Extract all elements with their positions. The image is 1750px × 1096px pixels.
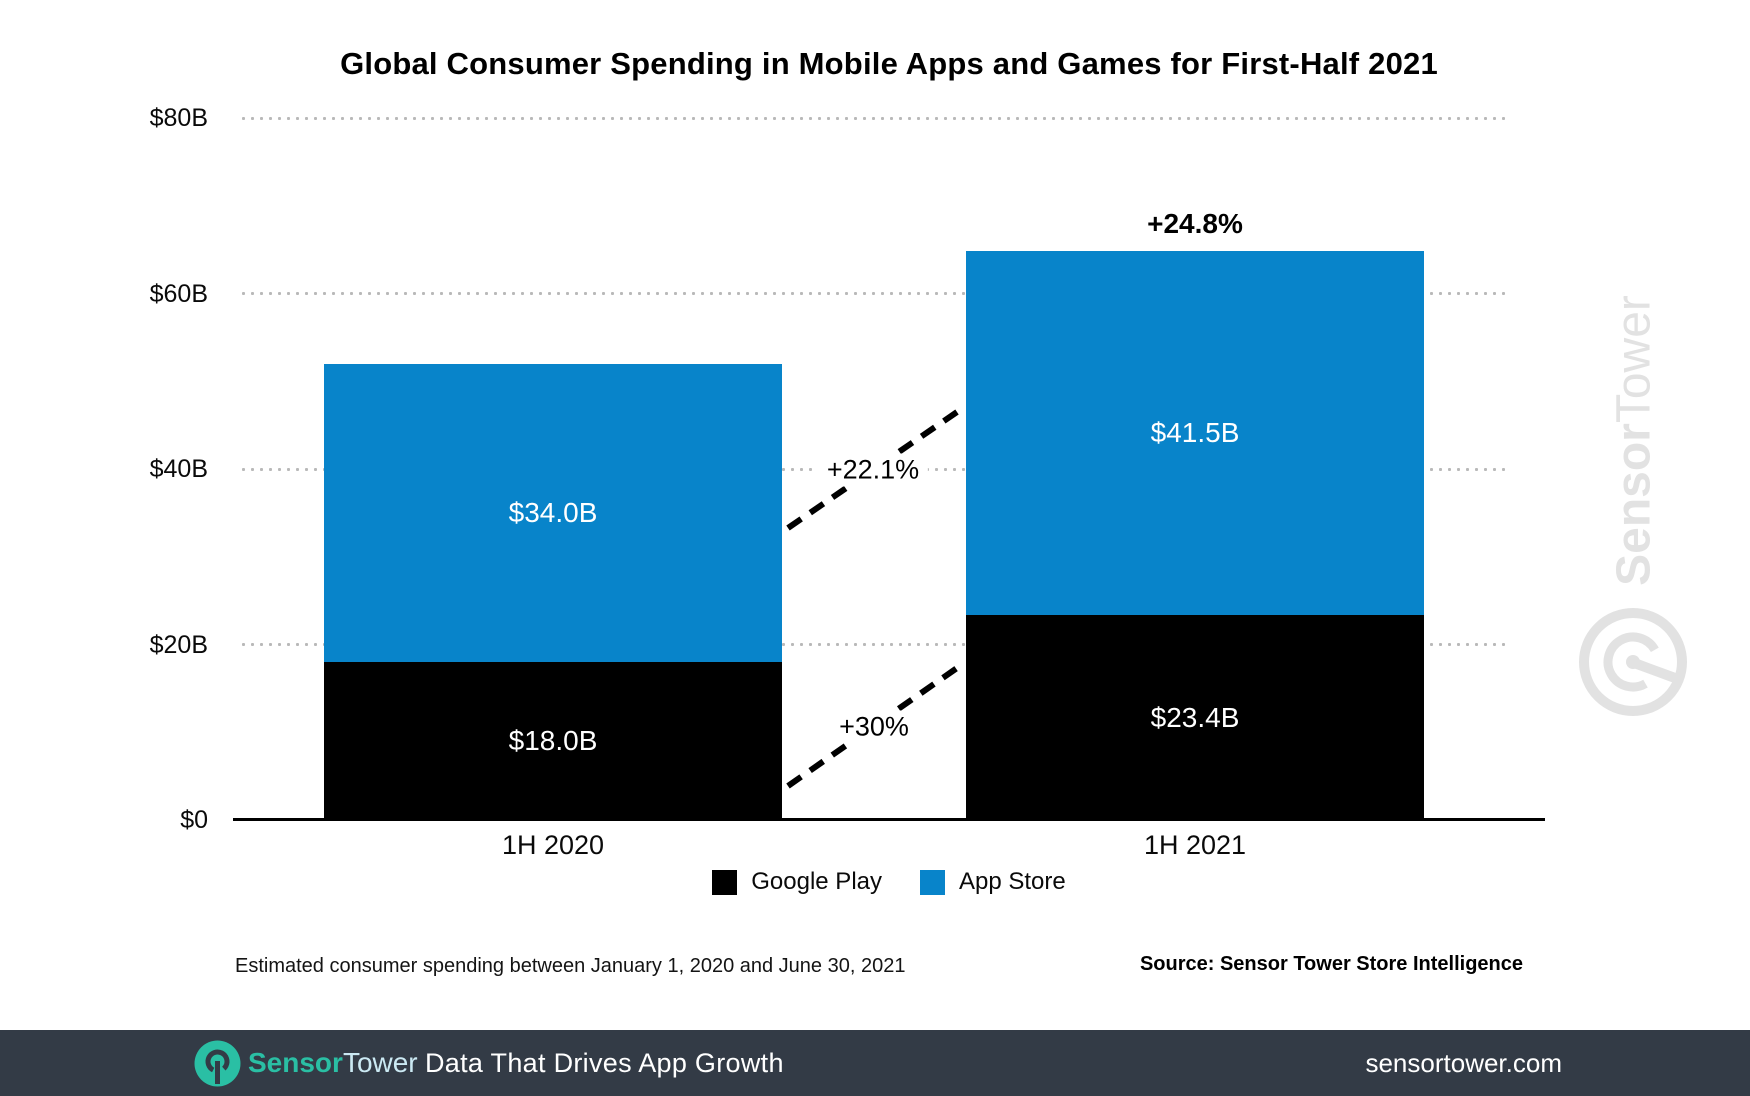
bar-1h2020-app-store-segment: $34.0B: [324, 364, 782, 662]
watermark-brand-second: Tower: [1607, 295, 1661, 424]
app-store-growth-label: +22.1%: [817, 453, 929, 487]
app-store-swatch-icon: [920, 869, 945, 895]
total-growth-label: +24.8%: [1147, 208, 1243, 239]
sensortower-logo-watermark-icon: [1579, 608, 1687, 716]
footer-brand-second: Tower: [342, 1047, 418, 1078]
bar-1h2021-google-play-value: $23.4B: [1150, 701, 1240, 733]
footer-brand-first: Sensor: [248, 1047, 343, 1078]
estimate-footnote: Estimated consumer spending between Janu…: [235, 955, 906, 977]
google-play-growth-line: [786, 665, 959, 789]
bar-1h2021-app-store-segment: $41.5B: [966, 251, 1424, 615]
sensortower-watermark-text: SensorTower: [1607, 276, 1662, 606]
google-play-growth-label: +30%: [830, 710, 918, 744]
y-tick-40b: $40B: [149, 455, 208, 483]
gridline-60b: [239, 292, 1511, 295]
footer-wordmark: Sensor Tower: [248, 1030, 418, 1096]
plot-area: $80B $60B $40B $20B $0 $34.0B $18.0B $41…: [150, 104, 1545, 834]
google-play-swatch-icon: [712, 869, 738, 895]
legend-label-google-play: Google Play: [751, 868, 882, 895]
legend: Google Play App Store: [233, 868, 1545, 896]
bar-1h2020-app-store-value: $34.0B: [508, 497, 598, 528]
legend-item-app-store: App Store: [920, 868, 1066, 896]
y-tick-60b: $60B: [149, 280, 208, 308]
y-tick-20b: $20B: [149, 631, 208, 659]
y-tick-80b: $80B: [149, 104, 208, 132]
legend-label-app-store: App Store: [959, 868, 1066, 895]
watermark-brand-first: Sensor: [1607, 423, 1661, 586]
y-tick-0: $0: [180, 806, 208, 834]
chart-title: Global Consumer Spending in Mobile Apps …: [340, 46, 1438, 81]
bar-1h2020-google-play-value: $18.0B: [508, 725, 598, 756]
gridline-20b: [239, 643, 1511, 646]
app-store-growth-line: [786, 409, 959, 531]
growth-connector-lines: [786, 409, 959, 789]
gridline-80b: [239, 117, 1511, 120]
footer-tagline: Data That Drives App Growth: [425, 1047, 784, 1078]
footer-website-link[interactable]: sensortower.com: [1365, 1047, 1562, 1078]
x-category-1h-2020: 1H 2020: [501, 830, 605, 860]
legend-item-google-play: Google Play: [712, 868, 882, 896]
sensortower-logo-icon: [194, 1040, 241, 1087]
bar-1h-2020: $34.0B $18.0B: [324, 364, 782, 820]
bar-1h2021-google-play-segment: $23.4B: [966, 615, 1424, 820]
bar-1h2021-app-store-value: $41.5B: [1150, 417, 1240, 448]
source-note: Source: Sensor Tower Store Intelligence: [1139, 953, 1523, 975]
x-category-1h-2021: 1H 2021: [1143, 830, 1247, 860]
bar-1h2020-google-play-segment: $18.0B: [324, 662, 782, 820]
bar-1h-2021: $41.5B $23.4B: [966, 251, 1424, 820]
footer-bar: Sensor Tower Data That Drives App Growth …: [0, 1030, 1750, 1096]
x-axis-line: [233, 818, 1545, 821]
